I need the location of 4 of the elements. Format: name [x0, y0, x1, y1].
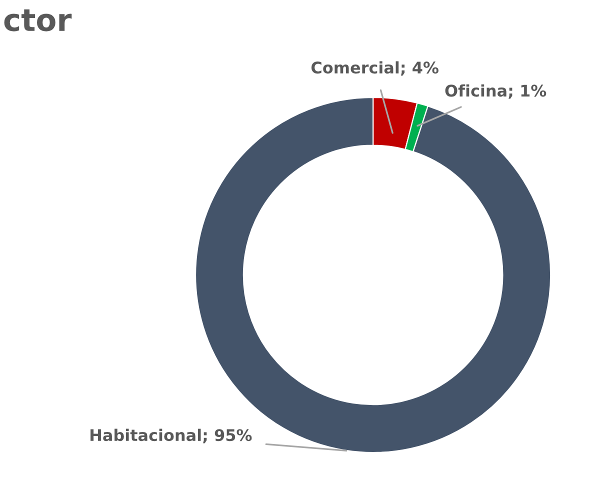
chart-title: ctor: [4, 9, 72, 32]
slice-label: Habitacional; 95%: [90, 428, 252, 444]
slice-label: Comercial; 4%: [311, 61, 438, 76]
slice-label: Oficina; 1%: [445, 84, 546, 99]
